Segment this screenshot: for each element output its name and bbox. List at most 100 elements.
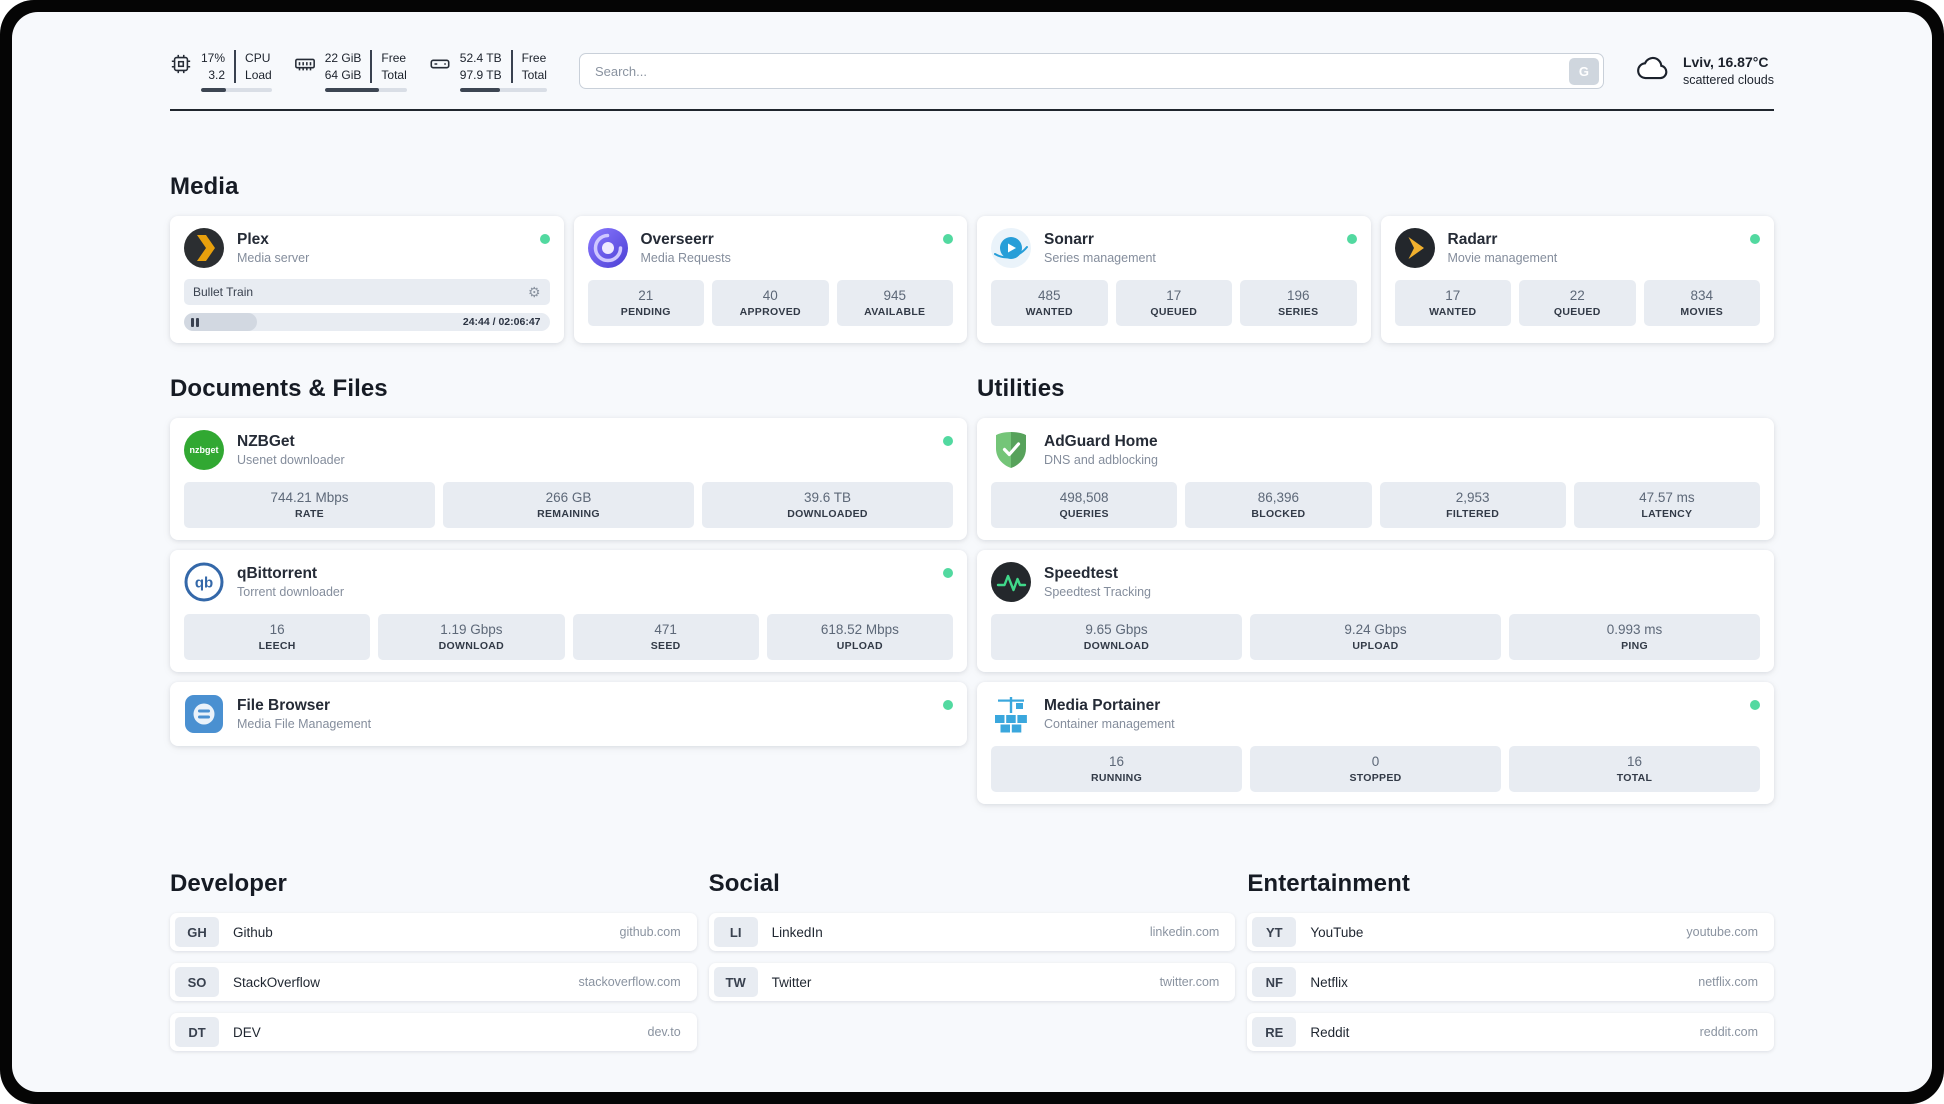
stat-rate: 744.21 Mbps RATE [184,482,435,528]
stat-downloaded: 39.6 TB DOWNLOADED [702,482,953,528]
bookmark-abbr: NF [1252,967,1297,997]
app-subtitle: Movie management [1447,251,1558,266]
section-title-social: Social [708,870,780,897]
bookmark-abbr: GH [175,917,219,947]
svg-text:nzbget: nzbget [190,445,219,455]
qbittorrent-icon: qb [184,562,224,602]
weather-condition: scattered clouds [1682,73,1774,87]
stat-queued: 22 QUEUED [1519,280,1636,326]
memory-icon [294,53,316,80]
section-title-entertainment: Entertainment [1247,870,1410,897]
gear-icon[interactable]: ⚙ [527,284,541,300]
app-card-radarr[interactable]: Radarr Movie management 17 WANTED 22 QUE… [1380,216,1774,343]
stat-latency: 47.57 ms LATENCY [1573,482,1760,528]
memory-total-label: Total [381,67,407,82]
app-card-plex[interactable]: Plex Media server Bullet Train ⚙ 24:44 /… [170,216,564,343]
app-name: File Browser [237,696,331,714]
app-card-portainer[interactable]: Media Portainer Container management 16 … [977,682,1774,804]
weather-location: Lviv, 16.87°C [1682,54,1769,71]
section-utilities: Utilities AdGuard Home DNS and [977,375,1774,804]
stat-movies: 834 MOVIES [1643,280,1760,326]
system-metrics: 17% 3.2 CPU Load [170,50,547,92]
section-title-media: Media [170,173,239,200]
app-subtitle: DNS and adblocking [1044,453,1158,468]
stat-series: 196 SERIES [1240,280,1357,326]
bookmark-abbr: DT [175,1017,219,1047]
sonarr-icon [991,228,1031,268]
bookmark-twitter[interactable]: TW Twitter twitter.com [708,963,1236,1001]
memory-free-value: 22 GiB [324,51,362,66]
bookmark-linkedin[interactable]: LI LinkedIn linkedin.com [708,913,1236,951]
bookmark-dev[interactable]: DT DEV dev.to [170,1013,697,1051]
disk-total-label: Total [521,67,547,82]
stat-blocked: 86,396 BLOCKED [1185,482,1372,528]
now-playing-title: Bullet Train [193,285,254,299]
bookmark-github[interactable]: GH Github github.com [170,913,697,951]
speedtest-icon [991,562,1031,602]
status-online-dot [943,700,953,710]
pause-icon[interactable] [191,317,199,327]
stat-total: 16 TOTAL [1509,746,1760,792]
search-engine-button[interactable]: G [1568,57,1599,85]
app-card-filebrowser[interactable]: File Browser Media File Management [170,682,967,746]
stat-upload: 618.52 Mbps UPLOAD [766,614,953,660]
stat-upload: 9.24 Gbps UPLOAD [1250,614,1501,660]
cloud-icon [1636,55,1672,87]
nzbget-icon: nzbget [184,430,224,470]
app-card-adguard[interactable]: AdGuard Home DNS and adblocking 498,508 … [977,418,1774,540]
playback-progress-fill [184,313,258,331]
cpu-label: CPU [245,51,271,66]
section-media: Media Plex Media server Bullet Train [170,173,1774,343]
stat-approved: 40 APPROVED [712,280,829,326]
app-name: Speedtest [1044,564,1119,582]
app-card-nzbget[interactable]: nzbget NZBGet Usenet downloader 744.21 M… [170,418,967,540]
bookmark-reddit[interactable]: RE Reddit reddit.com [1247,1013,1774,1051]
bookmark-stackoverflow[interactable]: SO StackOverflow stackoverflow.com [170,963,697,1001]
app-subtitle: Media Requests [640,251,731,266]
app-subtitle: Speedtest Tracking [1044,585,1152,600]
app-card-speedtest[interactable]: Speedtest Speedtest Tracking 9.65 Gbps D… [977,550,1774,672]
app-subtitle: Series management [1044,251,1156,266]
stat-queued: 17 QUEUED [1115,280,1232,326]
bookmark-netflix[interactable]: NF Netflix netflix.com [1247,963,1774,1001]
dashboard-panel: 17% 3.2 CPU Load [12,12,1932,1092]
section-social: Social LI LinkedIn linkedin.com TW Twitt… [708,870,1236,1013]
search-bar[interactable]: G [578,53,1604,89]
memory-free-label: Free [381,51,407,66]
stat-remaining: 266 GB REMAINING [443,482,694,528]
memory-total-value: 64 GiB [324,67,362,82]
memory-progress-fill [324,87,379,92]
bookmark-youtube[interactable]: YT YouTube youtube.com [1247,913,1774,951]
app-subtitle: Container management [1044,717,1175,732]
cpu-progress-bar [201,87,272,92]
status-online-dot [943,234,953,244]
bookmark-abbr: LI [713,917,758,947]
disk-progress-bar [459,87,547,92]
section-title-utilities: Utilities [977,375,1065,402]
app-name: qBittorrent [237,564,318,582]
app-card-overseerr[interactable]: Overseerr Media Requests 21 PENDING 40 A… [573,216,967,343]
app-card-sonarr[interactable]: Sonarr Series management 485 WANTED 17 Q… [977,216,1371,343]
cpu-metric: 17% 3.2 CPU Load [170,50,272,92]
app-subtitle: Media File Management [237,717,372,732]
cpu-progress-fill [201,87,226,92]
app-subtitle: Torrent downloader [237,585,345,600]
app-name: Media Portainer [1044,696,1161,714]
disk-icon [429,53,451,80]
app-card-qbittorrent[interactable]: qb qBittorrent Torrent downloader 16 LEE… [170,550,967,672]
now-playing-bar[interactable]: Bullet Train ⚙ [184,279,550,305]
section-documents: Documents & Files nzbget NZBGet Usenet d… [170,375,967,746]
svg-text:qb: qb [195,575,213,592]
section-title-developer: Developer [170,870,287,897]
cpu-usage-value: 17% [201,51,226,66]
stat-leech: 16 LEECH [184,614,371,660]
playback-progress-bar[interactable]: 24:44 / 02:06:47 [184,313,550,331]
search-input[interactable] [592,62,1569,80]
app-name: Radarr [1447,230,1498,248]
weather-widget[interactable]: Lviv, 16.87°C scattered clouds [1636,53,1774,89]
cpu-load-label: Load [245,67,272,82]
status-online-dot [1750,234,1760,244]
stat-queries: 498,508 QUERIES [991,482,1178,528]
status-online-dot [943,568,953,578]
plex-icon [184,228,224,268]
